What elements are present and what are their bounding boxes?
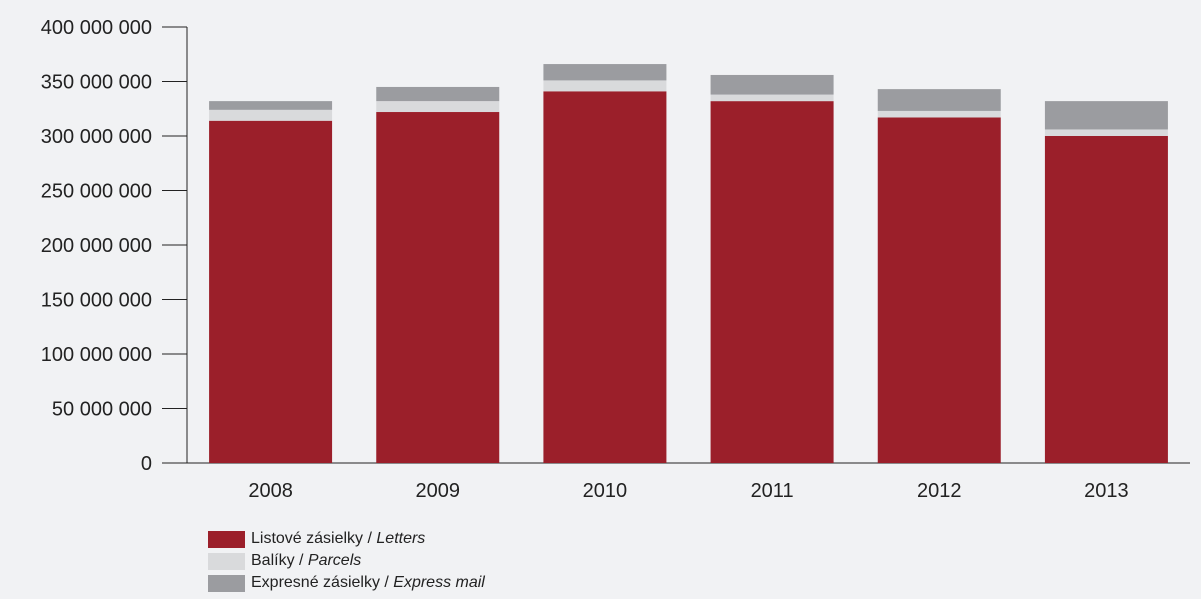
bar-2011-series-1 (710, 94, 834, 102)
bar-2011-series-0 (710, 101, 834, 464)
y-tick-label-2: 100 000 000 (41, 344, 152, 366)
legend-label-express-main: Expresné zásielky / (251, 574, 394, 591)
legend-item-letters: Listové zásielky / Letters (208, 528, 485, 550)
bar-2012-series-0 (877, 117, 1001, 463)
stacked-bar-chart: 0 50 000 000 100 000 000 150 000 000 200 000… (41, 17, 1190, 502)
legend-swatch-express (208, 574, 245, 592)
legend-label-express: Expresné zásielky / Express mail (251, 574, 485, 592)
legend-label-parcels-italic: Parcels (307, 552, 362, 569)
y-tick-label-6: 300 000 000 (41, 126, 152, 148)
legend-item-parcels: Balíky / Parcels (208, 550, 485, 572)
y-tick-label-4: 200 000 000 (41, 235, 152, 257)
legend: Listové zásielky / Letters Balíky / Parc… (208, 528, 485, 594)
bar-2013-series-2 (1044, 101, 1168, 130)
bar-2009-series-1 (376, 101, 500, 113)
bar-2012-series-1 (877, 110, 1001, 118)
bar-2008-series-1 (209, 109, 333, 121)
legend-label-parcels: Balíky / Parcels (251, 552, 361, 570)
legend-swatch-parcels (208, 552, 245, 570)
y-tick-label-5: 250 000 000 (41, 181, 152, 203)
y-tick-label-8: 400 000 000 (41, 17, 152, 39)
bar-2011-series-2 (710, 74, 834, 95)
legend-item-express: Expresné zásielky / Express mail (208, 572, 485, 594)
bar-2010-series-2 (543, 64, 667, 81)
bar-2009-series-0 (376, 112, 500, 464)
x-tick-label-2009: 2009 (416, 480, 461, 502)
legend-label-letters-main: Listové zásielky / (251, 530, 377, 547)
x-tick-label-2011: 2011 (751, 480, 794, 502)
legend-swatch-letters (208, 530, 245, 548)
bar-2013-series-0 (1044, 136, 1168, 463)
bar-2008-series-0 (209, 120, 333, 464)
y-tick-label-0: 0 (141, 453, 152, 475)
legend-label-letters-italic: Letters (376, 530, 426, 547)
x-tick-label-2010: 2010 (583, 480, 628, 502)
legend-label-letters: Listové zásielky / Letters (251, 530, 425, 548)
bar-2010-series-0 (543, 91, 667, 463)
x-tick-label-2008: 2008 (248, 480, 293, 502)
bar-2010-series-1 (543, 80, 667, 92)
bar-2012-series-2 (877, 89, 1001, 111)
x-tick-label-2012: 2012 (917, 480, 962, 502)
y-tick-label-1: 50 000 000 (52, 399, 152, 421)
x-tick-label-2013: 2013 (1084, 480, 1129, 502)
bar-2009-series-2 (376, 86, 500, 102)
legend-label-express-italic: Express mail (393, 574, 485, 591)
bar-2008-series-2 (209, 101, 333, 110)
bar-2013-series-1 (1044, 129, 1168, 136)
legend-label-parcels-main: Balíky / (251, 552, 308, 569)
y-tick-label-7: 350 000 000 (41, 72, 152, 94)
y-tick-label-3: 150 000 000 (41, 290, 152, 312)
